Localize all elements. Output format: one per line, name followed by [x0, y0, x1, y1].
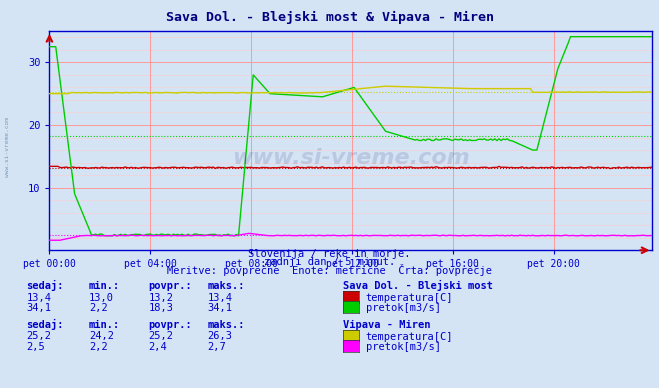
Text: temperatura[C]: temperatura[C] [366, 331, 453, 341]
Text: sedaj:: sedaj: [26, 319, 64, 330]
Text: 18,3: 18,3 [148, 303, 173, 313]
Text: Slovenija / reke in morje.: Slovenija / reke in morje. [248, 249, 411, 259]
Text: pretok[m3/s]: pretok[m3/s] [366, 342, 441, 352]
Text: Meritve: povprečne  Enote: metrične  Črta: povprečje: Meritve: povprečne Enote: metrične Črta:… [167, 264, 492, 276]
Text: 34,1: 34,1 [26, 303, 51, 313]
Text: 13,0: 13,0 [89, 293, 114, 303]
Text: 2,2: 2,2 [89, 303, 107, 313]
Text: 2,4: 2,4 [148, 342, 167, 352]
Text: pretok[m3/s]: pretok[m3/s] [366, 303, 441, 313]
Text: maks.:: maks.: [208, 320, 245, 330]
Text: www.si-vreme.com: www.si-vreme.com [5, 118, 11, 177]
Text: Sava Dol. - Blejski most: Sava Dol. - Blejski most [343, 280, 493, 291]
Text: 26,3: 26,3 [208, 331, 233, 341]
Text: 2,2: 2,2 [89, 342, 107, 352]
Text: temperatura[C]: temperatura[C] [366, 293, 453, 303]
Text: 24,2: 24,2 [89, 331, 114, 341]
Text: 25,2: 25,2 [26, 331, 51, 341]
Text: www.si-vreme.com: www.si-vreme.com [232, 148, 470, 168]
Text: 34,1: 34,1 [208, 303, 233, 313]
Text: maks.:: maks.: [208, 281, 245, 291]
Text: povpr.:: povpr.: [148, 281, 192, 291]
Text: Vipava - Miren: Vipava - Miren [343, 320, 430, 330]
Text: 13,4: 13,4 [26, 293, 51, 303]
Text: povpr.:: povpr.: [148, 320, 192, 330]
Text: sedaj:: sedaj: [26, 280, 64, 291]
Text: min.:: min.: [89, 281, 120, 291]
Text: 2,5: 2,5 [26, 342, 45, 352]
Text: zadnji dan / 5 minut.: zadnji dan / 5 minut. [264, 257, 395, 267]
Text: Sava Dol. - Blejski most & Vipava - Miren: Sava Dol. - Blejski most & Vipava - Mire… [165, 11, 494, 24]
Text: 25,2: 25,2 [148, 331, 173, 341]
Text: 13,4: 13,4 [208, 293, 233, 303]
Text: min.:: min.: [89, 320, 120, 330]
Text: 13,2: 13,2 [148, 293, 173, 303]
Text: 2,7: 2,7 [208, 342, 226, 352]
